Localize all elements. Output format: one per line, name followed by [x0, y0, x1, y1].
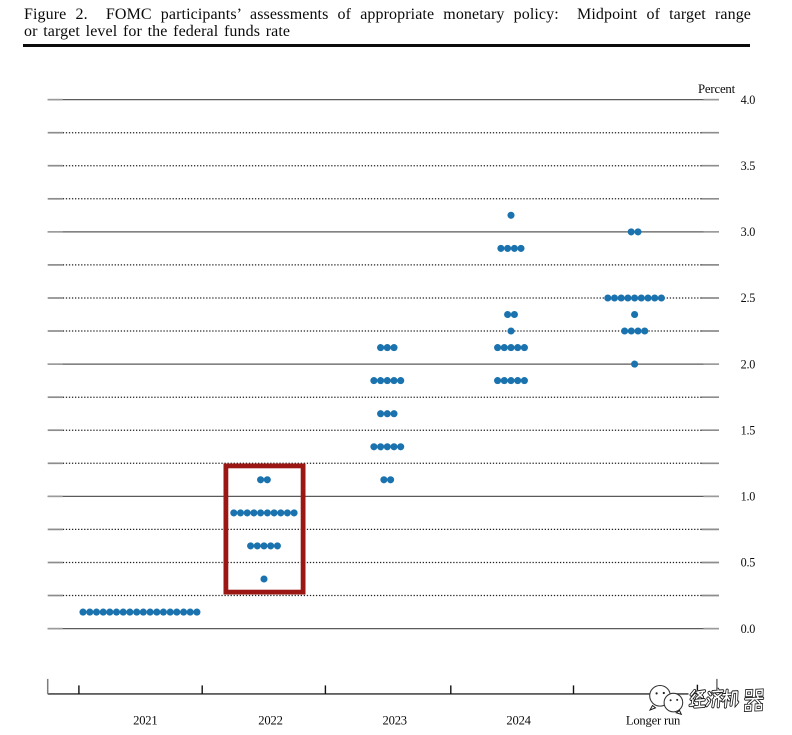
svg-text:2023: 2023 — [383, 714, 407, 728]
svg-text:4.0: 4.0 — [741, 93, 756, 107]
svg-text:Percent: Percent — [698, 82, 736, 96]
svg-text:3.5: 3.5 — [741, 159, 756, 173]
svg-text:2.5: 2.5 — [741, 291, 756, 305]
svg-text:2022: 2022 — [258, 714, 282, 728]
svg-text:Longer run: Longer run — [626, 714, 681, 728]
svg-text:1.0: 1.0 — [741, 490, 756, 504]
svg-text:0.0: 0.0 — [741, 622, 756, 636]
svg-text:2.0: 2.0 — [741, 357, 756, 371]
svg-text:1.5: 1.5 — [741, 423, 756, 437]
svg-text:3.0: 3.0 — [741, 225, 756, 239]
svg-text:2021: 2021 — [133, 714, 157, 728]
svg-text:0.5: 0.5 — [741, 556, 756, 570]
svg-text:2024: 2024 — [506, 714, 531, 728]
